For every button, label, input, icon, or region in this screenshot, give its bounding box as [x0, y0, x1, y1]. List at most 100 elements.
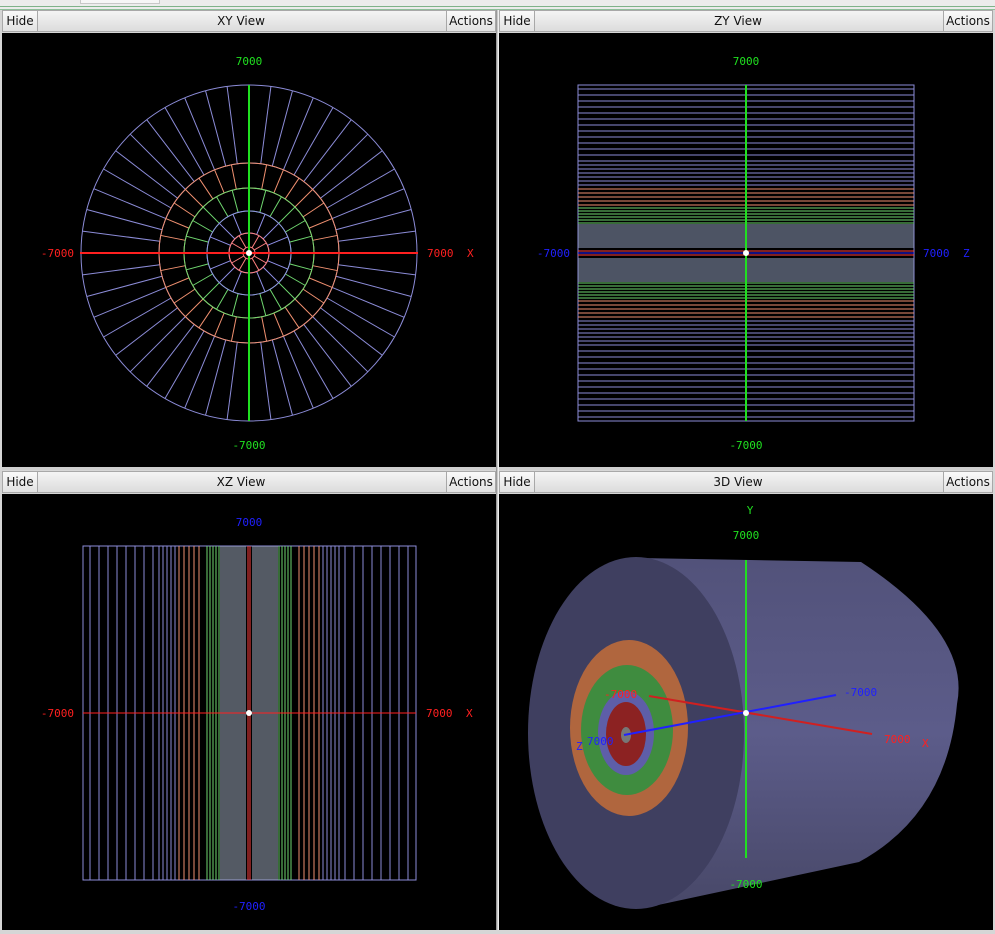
zy-right-label: 7000 [923, 247, 950, 260]
xy-segment-line [284, 306, 300, 329]
xy-view-toolbar: Hide XY View Actions [2, 10, 496, 32]
3d-x-axis [648, 695, 873, 735]
xy-view-svg: 7000 -7000 -7000 7000 X [41, 55, 474, 452]
xy-segment-line [273, 312, 284, 337]
3d-top-label: 7000 [733, 529, 760, 542]
xy-segment-line [261, 316, 268, 342]
3d-actions-button[interactable]: Actions [943, 472, 992, 492]
xy-segment-line [129, 316, 186, 373]
xy-segment-line [331, 188, 405, 220]
3d-z-neg-label: -7000 [844, 686, 877, 699]
xy-segment-line [216, 289, 229, 310]
xy-segment-line [253, 242, 267, 251]
xy-segment-line [338, 264, 416, 276]
top-tab[interactable] [80, 0, 160, 4]
xy-origin-marker [246, 250, 252, 256]
divider-line [0, 6, 995, 7]
left-horizontal-splitter[interactable] [2, 467, 496, 470]
3d-view-title: 3D View [713, 475, 763, 489]
xy-segment-line [294, 298, 313, 317]
xy-segment-line [259, 293, 267, 316]
xy-segment-line [282, 335, 314, 409]
xy-segment-line [165, 277, 190, 288]
xy-segment-line [160, 265, 186, 272]
xy-segment-line [165, 218, 190, 229]
xz-right-label: 7000 [426, 707, 453, 720]
xy-segment-line [186, 263, 209, 271]
xy-segment-line [192, 220, 213, 233]
xy-segment-line [293, 107, 334, 176]
xy-hide-button[interactable]: Hide [3, 11, 38, 31]
xy-segment-line [230, 164, 237, 190]
zy-actions-button[interactable]: Actions [943, 11, 992, 31]
zy-bottom-label: -7000 [729, 439, 762, 452]
xy-segment-line [146, 119, 195, 182]
xy-segment-line [231, 293, 239, 316]
xy-actions-button[interactable]: Actions [446, 11, 495, 31]
3d-origin-marker [743, 710, 749, 716]
xy-segment-line [253, 255, 267, 264]
xy-segment-line [267, 236, 288, 246]
xy-segment-line [267, 260, 288, 270]
3d-x-axis-name: X [922, 737, 929, 750]
xy-segment-line [115, 150, 178, 199]
xy-segment-line [186, 235, 209, 243]
3d-z-axis [623, 694, 837, 736]
xz-view-canvas[interactable]: 7000 -7000 -7000 7000 X [2, 494, 496, 930]
xy-segment-line [251, 235, 260, 249]
xy-segment-line [260, 342, 272, 420]
xy-segment-line [231, 242, 245, 251]
xy-segment-line [226, 342, 238, 420]
3d-x-neg-label: -7000 [604, 688, 637, 701]
xy-segment-line [308, 277, 333, 288]
xy-segment-line [320, 150, 383, 199]
zy-z-axis-name: Z [963, 247, 970, 260]
xy-segment-line [238, 257, 247, 271]
xy-segment-line [216, 196, 229, 217]
xz-origin-marker [246, 710, 252, 716]
zy-detector-layers [578, 88, 914, 418]
xy-segment-line [231, 190, 239, 213]
xy-segment-line [173, 288, 196, 304]
3d-y-axis-name: Y [747, 504, 754, 517]
xy-segment-line [302, 202, 325, 218]
xy-segment-line [202, 206, 220, 224]
xy-segment-line [205, 339, 227, 416]
xy-segment-line [86, 275, 163, 297]
xz-hide-button[interactable]: Hide [3, 472, 38, 492]
xy-segment-line [312, 133, 369, 190]
zy-hide-button[interactable]: Hide [500, 11, 535, 31]
xy-segment-line [294, 189, 313, 208]
xy-view-canvas[interactable]: 7000 -7000 -7000 7000 X [2, 33, 496, 467]
xy-segment-line [115, 307, 178, 356]
xy-view-title: XY View [217, 14, 265, 28]
xy-segment-line [259, 190, 267, 213]
xy-segment-line [238, 235, 247, 249]
zy-view-canvas[interactable]: 7000 -7000 -7000 7000 Z [499, 33, 993, 467]
xy-segment-line [303, 119, 352, 182]
top-tab-strip [0, 0, 995, 10]
xy-segment-line [331, 286, 405, 318]
xy-segment-line [251, 257, 260, 271]
xy-segment-line [256, 214, 266, 235]
xy-segment-line [218, 222, 236, 240]
xy-segment-line [146, 324, 195, 387]
xy-segment-line [285, 220, 306, 233]
xy-segment-line [338, 230, 416, 242]
xy-segment-line [164, 330, 205, 399]
xy-segment-line [226, 86, 238, 164]
xy-segment-line [82, 230, 160, 242]
zy-view-toolbar: Hide ZY View Actions [499, 10, 993, 32]
xy-segment-line [312, 265, 338, 272]
xy-x-axis-name: X [467, 247, 474, 260]
3d-hide-button[interactable]: Hide [500, 472, 535, 492]
3d-view-canvas[interactable]: Y 7000 -7000 -7000 7000 X -7000 7000 Z [499, 494, 993, 930]
xy-segment-line [262, 222, 280, 240]
3d-z-pos-label: 7000 [587, 735, 614, 748]
vertical-splitter[interactable] [496, 10, 499, 930]
xy-segment-line [269, 289, 282, 310]
xz-actions-button[interactable]: Actions [446, 472, 495, 492]
xy-segment-line [205, 90, 227, 167]
xy-segment-line [335, 209, 412, 231]
right-horizontal-splitter[interactable] [499, 467, 993, 470]
